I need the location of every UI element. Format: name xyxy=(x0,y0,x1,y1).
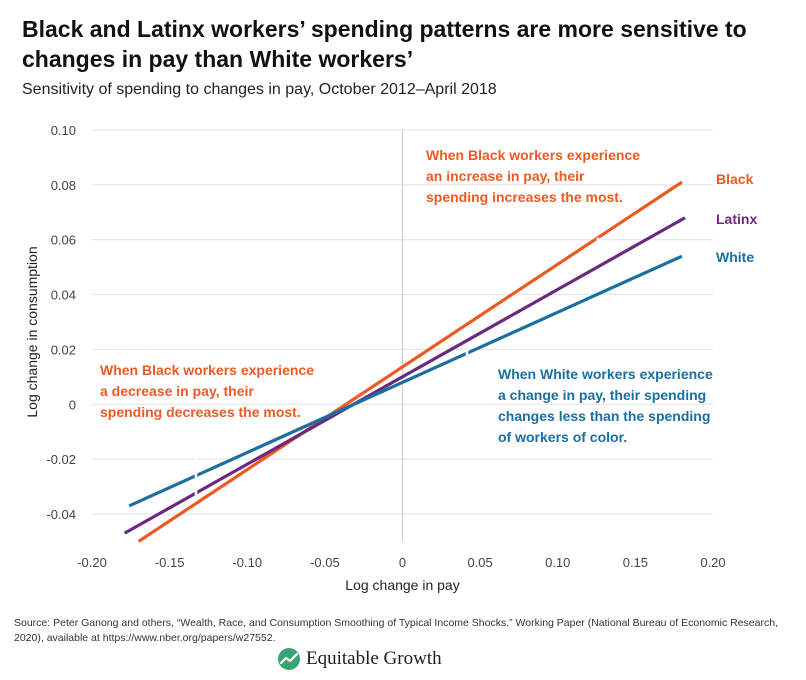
annotation-layer: When Black workers experience an increase… xyxy=(100,147,713,497)
y-tick-label: 0.06 xyxy=(51,233,76,248)
y-tick-label: 0.04 xyxy=(51,288,76,303)
x-tick-label: 0.20 xyxy=(700,555,725,570)
series-line-white xyxy=(128,254,683,508)
y-axis-title: Log change in consumption xyxy=(24,246,40,417)
x-axis-title: Log change in pay xyxy=(345,577,459,593)
annotation-text-line: spending decreases the most. xyxy=(100,404,301,420)
chart-subtitle: Sensitivity of spending to changes in pa… xyxy=(22,81,497,98)
series-layer xyxy=(123,180,686,543)
x-tick-label: 0.15 xyxy=(623,555,648,570)
grid-layer xyxy=(92,129,713,541)
annotation-leader xyxy=(596,237,603,244)
series-line-latinx xyxy=(123,216,686,535)
annotation-text-line: an increase in pay, their xyxy=(426,168,585,184)
y-tick-label: 0.10 xyxy=(51,123,76,138)
annotation-text-line: When Black workers experience xyxy=(100,362,314,378)
y-tick-label: 0 xyxy=(69,397,76,412)
logo-text: Equitable Growth xyxy=(306,648,442,669)
axis-layer: -0.04 -0.02 0 0.02 0.04 0.06 0.08 0.10 -0.20 -0.1… xyxy=(24,123,726,593)
annotation-text-line: When Black workers experience xyxy=(426,147,640,163)
x-tick-label: 0 xyxy=(399,555,406,570)
x-tick-label: -0.05 xyxy=(310,555,340,570)
y-tick-label: -0.02 xyxy=(46,452,76,467)
series-label-latinx: Latinx xyxy=(716,211,757,227)
y-tick-label: 0.02 xyxy=(51,342,76,357)
x-tick-label: -0.20 xyxy=(77,555,107,570)
growth-chart-icon xyxy=(278,648,300,670)
y-tick-label: -0.04 xyxy=(46,507,76,522)
series-line-black xyxy=(137,180,683,543)
source-note: Source: Peter Ganong and others, “Wealth… xyxy=(14,617,778,644)
annotation-text-line: a decrease in pay, their xyxy=(100,383,254,399)
series-label-black: Black xyxy=(716,171,754,187)
x-tick-label: 0.05 xyxy=(467,555,492,570)
y-tick-label: 0.08 xyxy=(51,178,76,193)
annotation-text-line: When White workers experience xyxy=(498,366,713,382)
annotation-text-line: of workers of color. xyxy=(498,429,627,445)
x-tick-label: 0.10 xyxy=(545,555,570,570)
x-tick-label: -0.15 xyxy=(155,555,185,570)
annotation-text-line: a change in pay, their spending xyxy=(498,387,706,403)
chart-title: Black and Latinx workers’ spending patte… xyxy=(22,16,747,72)
equitable-growth-logo: Equitable Growth xyxy=(278,648,442,670)
annotation-text-line: changes less than the spending xyxy=(498,408,710,424)
x-tick-label: -0.10 xyxy=(232,555,262,570)
line-chart: -0.04 -0.02 0 0.02 0.04 0.06 0.08 0.10 -0.20 -0.1… xyxy=(24,123,757,593)
label-layer: Black Latinx White xyxy=(716,171,757,265)
annotation-text-line: spending increases the most. xyxy=(426,189,623,205)
series-label-white: White xyxy=(716,249,754,265)
